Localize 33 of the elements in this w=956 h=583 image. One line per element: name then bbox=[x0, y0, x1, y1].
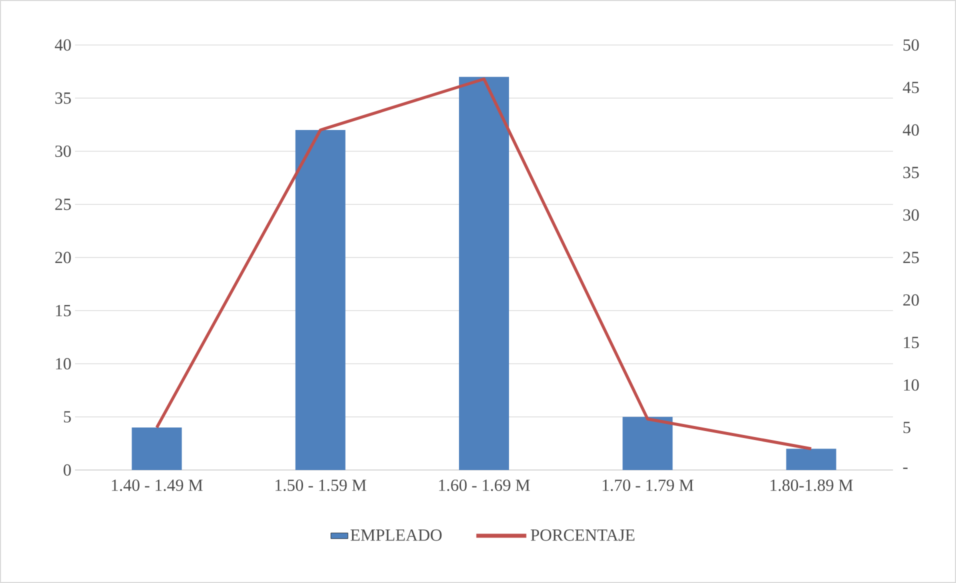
x-tick-label: 1.70 - 1.79 M bbox=[602, 480, 694, 492]
y2-tick-label: 45 bbox=[902, 82, 919, 94]
y-tick-label: 15 bbox=[56, 304, 71, 316]
bar bbox=[459, 76, 510, 470]
legend-label: PORCENTAJE bbox=[530, 529, 634, 541]
y2-tick-label: - bbox=[903, 468, 908, 469]
x-tick-label: 1.80-1.89 M bbox=[770, 480, 853, 492]
y2-tick-label: 35 bbox=[903, 166, 919, 178]
y-tick-label: 25 bbox=[55, 198, 71, 210]
y2-tick-label: 10 bbox=[904, 379, 919, 391]
legend-label: EMPLEADO bbox=[350, 529, 442, 541]
y2-tick-label: 40 bbox=[902, 124, 919, 136]
x-tick-label: 1.50 - 1.59 M bbox=[276, 480, 366, 492]
bar bbox=[132, 428, 182, 470]
bar bbox=[295, 130, 346, 470]
x-tick-label: 1.40 - 1.49 M bbox=[112, 480, 203, 492]
y2-tick-label: 20 bbox=[903, 294, 919, 306]
y2-tick-label: 5 bbox=[904, 422, 910, 434]
y-tick-label: 30 bbox=[55, 146, 71, 157]
bar bbox=[786, 448, 836, 470]
y2-tick-label: 25 bbox=[903, 252, 919, 264]
y-tick-label: 35 bbox=[55, 92, 71, 104]
bar bbox=[622, 416, 673, 470]
y-tick-label: 5 bbox=[64, 411, 71, 423]
y-tick-label: 0 bbox=[64, 464, 71, 476]
x-tick-label: 1.60 - 1.69 M bbox=[439, 480, 530, 492]
y-tick-label: 20 bbox=[55, 252, 71, 264]
y-tick-label: 40 bbox=[54, 39, 71, 51]
y2-tick-label: 15 bbox=[904, 336, 919, 348]
line-series bbox=[155, 77, 813, 450]
y2-tick-label: 50 bbox=[904, 39, 919, 51]
y-tick-label: 10 bbox=[56, 358, 71, 370]
y2-tick-label: 30 bbox=[903, 209, 919, 221]
